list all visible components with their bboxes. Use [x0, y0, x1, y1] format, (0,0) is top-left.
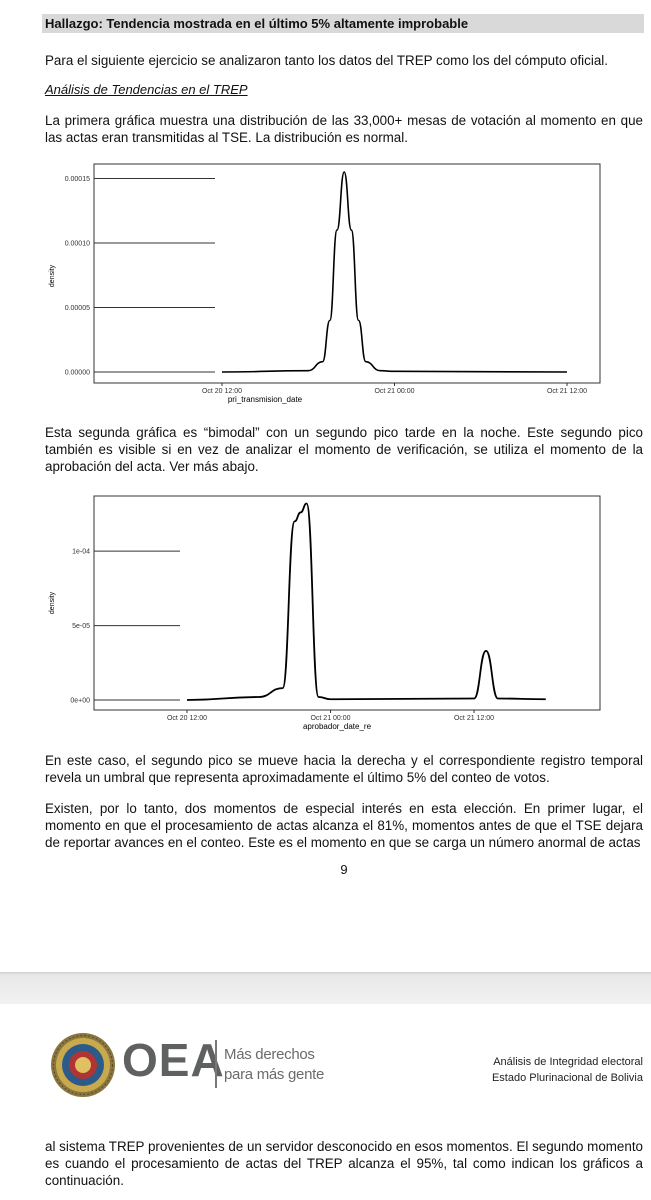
- paragraph-distribution: La primera gráfica muestra una distribuc…: [45, 113, 643, 145]
- page-number: 9: [340, 862, 348, 877]
- x-axis-label: aprobador_date_re: [303, 722, 372, 731]
- logo-separator: [215, 1040, 217, 1088]
- x-tick-label: Oct 21 12:00: [454, 715, 494, 722]
- y-tick-label: 0.00010: [65, 240, 90, 247]
- y-axis-label: density: [49, 264, 56, 287]
- oea-logo-text: OEA: [122, 1034, 225, 1086]
- x-axis-label: pri_transmision_date: [228, 395, 303, 404]
- next-page: OEA Más derechos para más gente Análisis…: [0, 1004, 651, 1200]
- logo-tagline-2: para más gente: [224, 1066, 325, 1083]
- page-break: [0, 972, 651, 1004]
- y-axis-label: density: [49, 591, 56, 614]
- y-tick-label: 0.00015: [65, 176, 90, 183]
- footer-subtitle: Estado Plurinacional de Bolivia: [491, 1072, 643, 1084]
- x-tick-label: Oct 21 00:00: [374, 388, 414, 395]
- finding-heading: Hallazgo: Tendencia mostrada en el últim…: [42, 14, 644, 33]
- x-tick-label: Oct 21 12:00: [547, 388, 587, 395]
- footer-title: Análisis de Integridad electoral: [493, 1056, 643, 1068]
- density-chart-transmission: 0.00000 0.00005 0.00010 0.00015 Oct 20 12:0…: [49, 163, 601, 404]
- density-chart-approval: 0e+00 5e-05 1e-04 Oct 20 12:00 Oct 21 00:00…: [49, 495, 601, 731]
- report-page: Hallazgo: Tendencia mostrada en el últim…: [42, 14, 644, 877]
- density-line: [221, 171, 568, 373]
- y-tick-label: 0.00000: [65, 370, 90, 377]
- y-tick-label: 1e-04: [72, 549, 90, 556]
- y-tick-label: 5e-05: [72, 623, 90, 630]
- intro-paragraph: Para el siguiente ejercicio se analizaro…: [45, 53, 608, 68]
- y-tick-label: 0e+00: [70, 698, 90, 705]
- paragraph-threshold: En este caso, el segundo pico se mueve h…: [45, 753, 643, 785]
- paragraph-moments: Existen, por lo tanto, dos momentos de e…: [45, 801, 643, 850]
- x-tick-label: Oct 20 12:00: [202, 388, 242, 395]
- trep-trends-subheading: Análisis de Tendencias en el TREP: [45, 82, 248, 97]
- y-tick-label: 0.00005: [65, 305, 90, 312]
- oas-seal-icon: [51, 1033, 115, 1097]
- paragraph-bimodal: Esta segunda gráfica es “bimodal” con un…: [45, 425, 643, 474]
- paragraph-continuation: al sistema TREP provenientes de un servi…: [45, 1139, 643, 1188]
- logo-tagline-1: Más derechos: [224, 1046, 315, 1063]
- x-tick-label: Oct 20 12:00: [167, 715, 207, 722]
- plot-panel: [93, 495, 601, 711]
- density-line: [186, 502, 546, 701]
- x-tick-label: Oct 21 00:00: [310, 715, 350, 722]
